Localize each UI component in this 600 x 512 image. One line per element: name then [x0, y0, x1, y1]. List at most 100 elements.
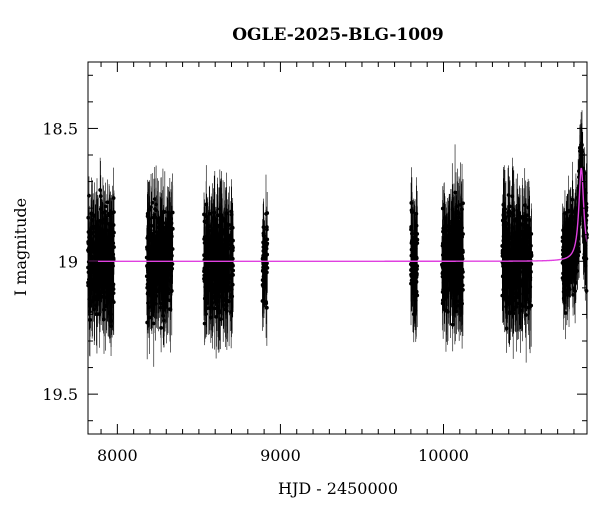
data-point	[501, 293, 506, 298]
data-point	[576, 242, 581, 247]
data-point	[500, 248, 505, 253]
data-point	[444, 287, 449, 292]
data-point	[98, 218, 103, 223]
data-point	[149, 205, 153, 209]
data-point	[511, 311, 516, 316]
data-point	[91, 247, 96, 252]
data-point	[461, 232, 465, 236]
data-point	[111, 300, 116, 305]
data-point	[579, 147, 584, 152]
data-point	[107, 295, 111, 300]
data-point	[528, 304, 532, 309]
data-point	[160, 284, 164, 289]
data-point	[411, 312, 416, 317]
data-point	[501, 223, 506, 228]
data-point	[168, 307, 172, 312]
model-curve-layer	[88, 167, 588, 262]
data-point	[221, 264, 225, 269]
data-point	[264, 212, 268, 216]
x-tick-label: 10000	[418, 446, 469, 465]
data-point	[563, 311, 568, 315]
data-point	[262, 279, 267, 284]
data-point	[529, 253, 534, 258]
data-point	[154, 237, 159, 242]
axes: 8000 9000 10000 18.5 19 19.5	[42, 61, 588, 465]
data-point	[109, 241, 114, 246]
data-point	[506, 210, 510, 215]
data-point	[217, 294, 222, 299]
data-point	[231, 263, 235, 268]
data-point	[264, 305, 269, 310]
data-point	[572, 265, 577, 270]
data-point	[202, 212, 206, 217]
model-curve	[88, 167, 588, 262]
data-point	[510, 291, 515, 296]
data-point	[210, 286, 215, 291]
data-point	[89, 236, 93, 241]
data-point	[102, 251, 107, 255]
data-point	[93, 243, 98, 248]
data-point	[98, 207, 103, 212]
data-point	[502, 252, 507, 256]
data-point	[260, 282, 265, 287]
data-point	[441, 229, 445, 234]
data-point	[207, 280, 212, 285]
data-point	[459, 223, 464, 227]
data-point	[165, 222, 170, 227]
data-point	[450, 245, 455, 250]
data-point	[568, 256, 573, 261]
y-axis-label: I magnitude	[11, 198, 30, 296]
chart-title: OGLE-2025-BLG-1009	[232, 25, 444, 45]
data-point	[160, 275, 165, 280]
data-point	[411, 283, 416, 288]
data-point	[569, 237, 574, 241]
data-point	[151, 240, 156, 245]
data-point	[156, 220, 161, 225]
data-point	[263, 253, 267, 258]
data-point	[219, 243, 224, 248]
data-point	[165, 232, 170, 237]
data-point	[264, 243, 269, 248]
data-point	[515, 262, 520, 267]
y-tick-label: 19.5	[42, 385, 78, 404]
data-point	[106, 253, 110, 258]
data-point	[504, 326, 509, 331]
data-point	[105, 200, 110, 205]
data-point	[152, 287, 156, 291]
data-point	[154, 271, 158, 276]
data-point	[459, 298, 464, 303]
data-point	[223, 307, 228, 312]
data-point	[217, 225, 222, 230]
data-point	[504, 304, 508, 309]
data-point	[454, 248, 459, 253]
data-point	[568, 217, 572, 222]
data-point	[522, 277, 527, 281]
data-point	[412, 280, 417, 285]
data-point	[511, 298, 516, 303]
data-point	[159, 326, 164, 330]
data-point	[264, 270, 269, 275]
data-point	[154, 257, 159, 262]
data-point	[145, 236, 150, 240]
data-point	[414, 255, 419, 260]
data-point	[158, 248, 162, 253]
data-point	[169, 253, 174, 258]
data-point	[216, 255, 221, 260]
data-point	[208, 315, 213, 320]
data-point	[220, 270, 225, 274]
data-point	[101, 256, 106, 261]
data-point	[562, 258, 566, 263]
data-point	[204, 219, 209, 223]
data-point	[168, 242, 173, 247]
data-point	[107, 213, 112, 218]
data-point	[111, 196, 116, 200]
data-point	[518, 280, 523, 285]
data-point	[456, 250, 461, 255]
x-axis-label: HJD - 2450000	[278, 479, 398, 498]
data-point	[145, 285, 150, 290]
data-point	[451, 250, 456, 255]
data-point	[209, 244, 214, 249]
data-point	[206, 247, 210, 252]
data-point	[454, 273, 458, 278]
